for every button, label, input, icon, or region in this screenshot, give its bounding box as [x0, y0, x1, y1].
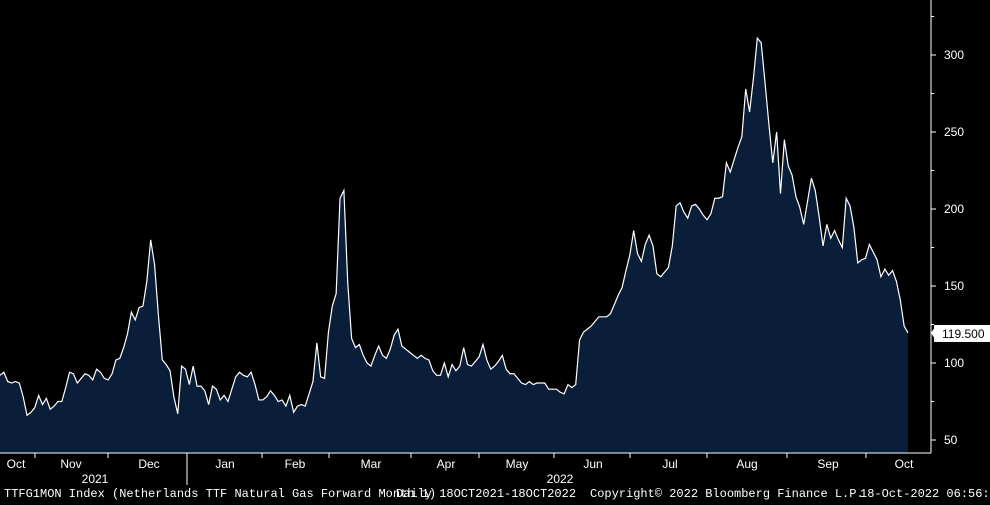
- x-tick-label: Feb: [285, 457, 306, 471]
- x-tick-label: Nov: [60, 457, 81, 471]
- footer-timestamp: 18-Oct-2022 06:56:14: [860, 487, 990, 501]
- plot-area: [0, 36, 909, 454]
- x-tick-label: Jul: [662, 457, 677, 471]
- y-axis: 50 100 150 200 250 300: [930, 0, 964, 453]
- y-tick-label: 250: [944, 125, 964, 139]
- footer-ticker: TTFG1MON Index (Netherlands TTF Natural …: [4, 487, 437, 501]
- y-tick-label: 50: [944, 433, 958, 447]
- last-value-box: [934, 324, 990, 342]
- series-area: [0, 38, 908, 454]
- x-tick-label: Mar: [361, 457, 382, 471]
- x-tick-label: Oct: [7, 457, 26, 471]
- x-tick-label: May: [506, 457, 529, 471]
- x-tick-label: Jun: [583, 457, 602, 471]
- footer-range: Daily 18OCT2021-18OCT2022: [396, 487, 577, 501]
- y-tick-label: 200: [944, 202, 964, 216]
- x-tick-label: Dec: [138, 457, 159, 471]
- x-tick-label: Oct: [895, 457, 914, 471]
- x-tick-label: Aug: [736, 457, 757, 471]
- x-axis: Oct Nov Dec Jan Feb Mar Apr May Jun Jul Aug Sep Oct 2…: [0, 452, 931, 485]
- y-tick-label: 150: [944, 279, 964, 293]
- x-tick-label: Apr: [437, 457, 456, 471]
- footer-copyright: Copyright© 2022 Bloomberg Finance L.P.: [590, 487, 864, 501]
- x-year-label: 2021: [82, 472, 109, 485]
- last-value-marker: 119.500: [931, 324, 990, 342]
- series-line: [0, 36, 909, 417]
- last-value-label: 119.500: [942, 327, 985, 341]
- price-chart: 50 100 150 200 250 300 Oct Nov Dec Jan Feb Mar Apr M…: [0, 0, 990, 485]
- y-tick-label: 100: [944, 356, 964, 370]
- last-value-pointer: [931, 326, 935, 339]
- x-tick-label: Sep: [817, 457, 839, 471]
- y-tick-label: 300: [944, 48, 964, 62]
- x-tick-label: Jan: [215, 457, 234, 471]
- x-year-label: 2022: [547, 472, 574, 485]
- footer-bar: TTFG1MON Index (Netherlands TTF Natural …: [0, 487, 990, 505]
